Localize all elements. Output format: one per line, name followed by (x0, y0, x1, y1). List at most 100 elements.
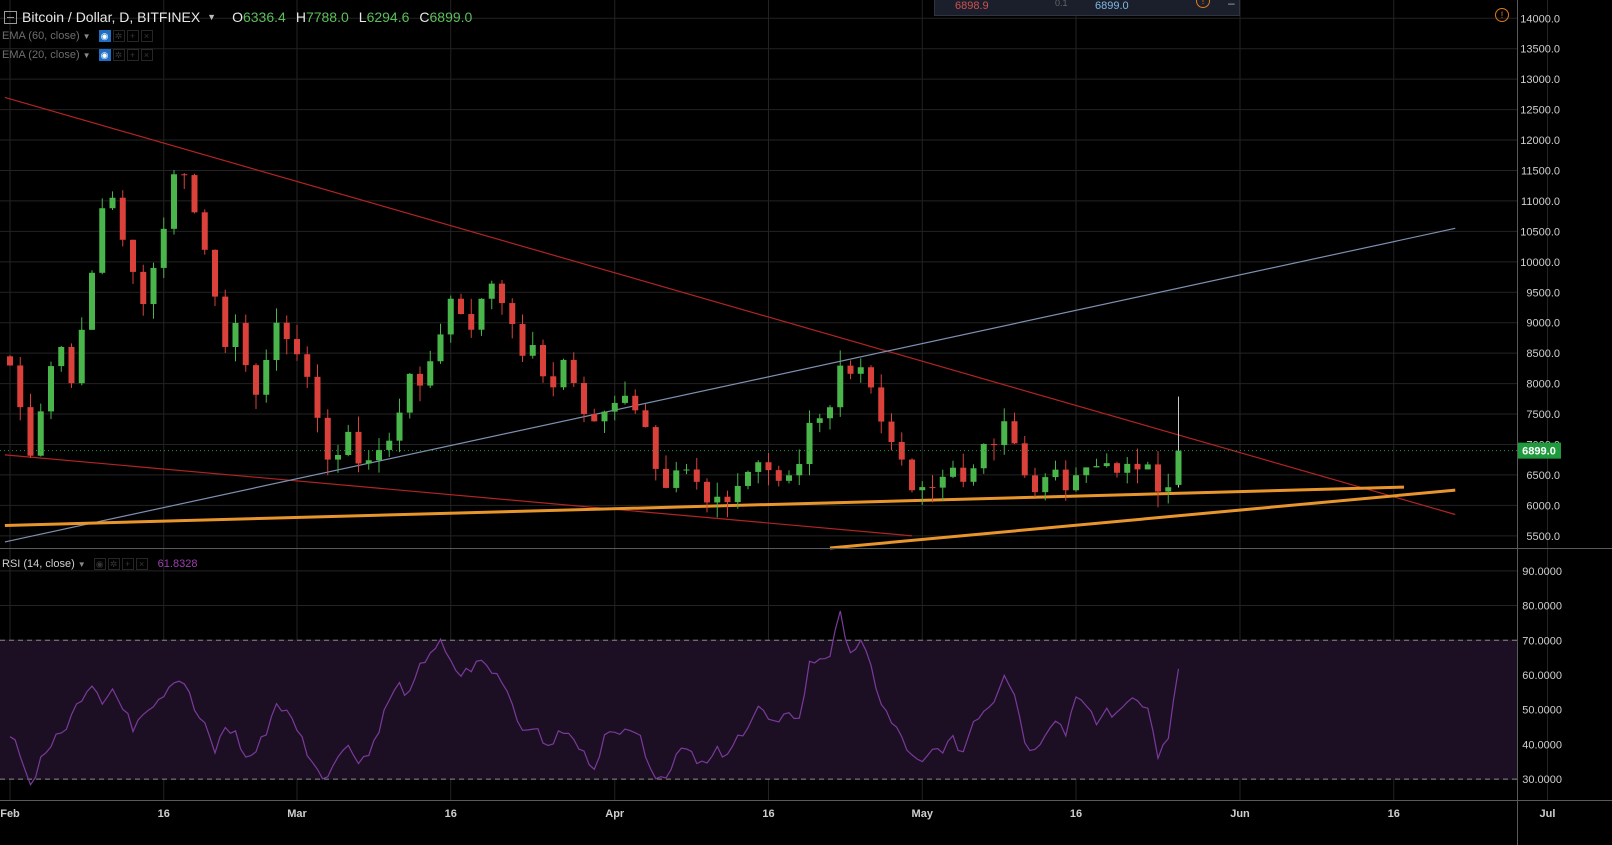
rsi-legend[interactable]: RSI (14, close) ▼ ◉ ✲ + × 61.8328 (2, 556, 197, 572)
eye-icon[interactable]: ◉ (98, 49, 111, 61)
plus-icon[interactable]: + (126, 49, 139, 61)
indicator-ema-60[interactable]: EMA (60, close) ▼ ◉ ✲ + × (2, 28, 155, 44)
candle-body (724, 496, 731, 503)
rsi-y-tick-label: 80.0000 (1522, 601, 1562, 613)
symbol-title[interactable]: Bitcoin / Dollar, D, BITFINEX (22, 9, 201, 25)
candle-body (714, 496, 721, 503)
candle-body (1021, 443, 1028, 476)
candle-body (355, 431, 362, 464)
y-tick-label: 6500.0 (1526, 470, 1560, 482)
price-candles (7, 170, 1182, 518)
chevron-down-icon[interactable]: ▼ (82, 31, 91, 41)
chevron-down-icon[interactable]: ▼ (82, 50, 91, 60)
gear-icon[interactable]: ✲ (107, 558, 120, 570)
plus-icon[interactable]: + (121, 558, 134, 570)
candle-body (704, 481, 710, 503)
candle-body (212, 249, 218, 297)
candle-body (868, 367, 874, 388)
close-icon[interactable]: × (140, 30, 153, 42)
candle-body (171, 174, 177, 229)
y-tick-label: 11000.0 (1521, 196, 1560, 208)
gear-icon[interactable]: ✲ (112, 49, 125, 61)
close-icon[interactable]: × (140, 49, 153, 61)
candle-body (663, 468, 669, 488)
candle-body (847, 365, 854, 374)
y-tick-label: 6000.0 (1526, 500, 1560, 512)
candle-body (119, 197, 126, 240)
trendline (829, 488, 1456, 550)
candle-body (48, 366, 54, 412)
rsi-band-fill (0, 640, 1517, 780)
ohlc-high: H7788.0 (295, 9, 349, 25)
candle-body (652, 427, 659, 469)
y-tick-label: 14000.0 (1520, 13, 1560, 25)
candle-body (417, 373, 423, 386)
candle-body (68, 346, 75, 384)
candle-body (345, 431, 352, 455)
candle-body (745, 471, 751, 486)
candle-body (376, 449, 382, 461)
candle-body (519, 324, 526, 356)
eye-icon[interactable]: ◉ (98, 30, 111, 42)
candle-body (58, 346, 65, 367)
trendline (4, 96, 1456, 516)
trade-panel[interactable]: 6898.9 0.1 6899.0 – (934, 0, 1240, 16)
rsi-line-group (9, 610, 1180, 787)
candle-body (632, 395, 639, 411)
candle-body (888, 421, 895, 442)
warning-icon[interactable]: ! (1495, 8, 1509, 22)
candle-body (878, 387, 885, 422)
x-tick-label: 16 (445, 808, 457, 820)
candle-body (191, 175, 198, 213)
candle-body (560, 359, 567, 388)
candle-body (1134, 463, 1141, 470)
candle-body (611, 402, 618, 412)
rsi-y-tick-label: 70.0000 (1522, 635, 1562, 647)
grid (0, 0, 1548, 800)
candle-body (7, 356, 13, 366)
candle-body (232, 322, 239, 348)
candle-body (222, 296, 229, 348)
plus-icon[interactable]: + (126, 30, 139, 42)
candle-body (1165, 487, 1172, 492)
candle-body (314, 376, 321, 418)
x-tick-label: Mar (287, 808, 307, 820)
candle-body (488, 283, 495, 299)
chevron-down-icon[interactable]: ▼ (77, 559, 86, 569)
ohlc-low: L6294.6 (358, 9, 410, 25)
candle-body (786, 475, 792, 481)
chevron-down-icon[interactable]: ▼ (207, 12, 217, 22)
candle-body (991, 444, 997, 446)
candle-body (693, 469, 700, 482)
candle-body (970, 468, 977, 482)
candle-body (437, 334, 444, 362)
minimize-icon[interactable]: – (1228, 0, 1235, 10)
spread-value: 0.1 (1055, 0, 1068, 8)
candle-body (734, 485, 741, 503)
collapse-icon[interactable] (4, 10, 17, 24)
eye-icon[interactable]: ◉ (93, 558, 106, 570)
candle-body (765, 462, 772, 471)
candle-body (775, 470, 782, 481)
candle-body (1093, 466, 1100, 468)
ohlc-close: C6899.0 (419, 9, 473, 25)
candle-body (929, 487, 936, 489)
x-tick-label: 16 (158, 808, 170, 820)
candle-body (1114, 463, 1120, 473)
close-icon[interactable]: × (135, 558, 148, 570)
sell-price[interactable]: 6898.9 (955, 0, 989, 12)
buy-price[interactable]: 6899.0 (1095, 0, 1129, 12)
candle-body (17, 365, 24, 408)
gear-icon[interactable]: ✲ (112, 30, 125, 42)
indicator-ema-20[interactable]: EMA (20, close) ▼ ◉ ✲ + × (2, 47, 155, 63)
rsi-y-tick-label: 90.0000 (1522, 566, 1562, 578)
candle-body (755, 462, 762, 472)
candle-body (857, 367, 864, 374)
candle-body (478, 298, 485, 330)
candle-body (499, 283, 505, 304)
candle-body (570, 359, 577, 384)
candle-body (273, 322, 280, 360)
candle-body (683, 469, 690, 471)
